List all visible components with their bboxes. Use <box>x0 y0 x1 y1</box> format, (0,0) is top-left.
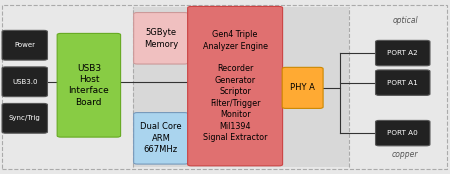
FancyBboxPatch shape <box>376 120 430 146</box>
Text: PHY A: PHY A <box>290 83 315 92</box>
Text: Power: Power <box>14 42 35 48</box>
Text: USB3.0: USB3.0 <box>12 79 37 85</box>
FancyBboxPatch shape <box>282 67 323 108</box>
FancyBboxPatch shape <box>2 67 48 97</box>
Bar <box>133 7 349 167</box>
FancyBboxPatch shape <box>134 13 188 64</box>
FancyBboxPatch shape <box>188 6 283 166</box>
Text: USB3
Host
Interface
Board: USB3 Host Interface Board <box>68 64 109 107</box>
FancyBboxPatch shape <box>2 30 48 60</box>
Text: Sync/Trig: Sync/Trig <box>9 115 40 121</box>
FancyBboxPatch shape <box>2 5 447 169</box>
FancyBboxPatch shape <box>2 103 48 133</box>
Text: optical: optical <box>392 16 418 25</box>
FancyBboxPatch shape <box>376 40 430 66</box>
FancyBboxPatch shape <box>134 113 188 164</box>
Text: 5GByte
Memory: 5GByte Memory <box>144 28 178 49</box>
Text: PORT A2: PORT A2 <box>387 50 418 56</box>
Text: copper: copper <box>392 150 418 159</box>
Text: PORT A1: PORT A1 <box>387 80 418 86</box>
Text: PORT A0: PORT A0 <box>387 130 418 136</box>
Text: Dual Core
ARM
667MHz: Dual Core ARM 667MHz <box>140 122 182 154</box>
FancyBboxPatch shape <box>376 70 430 95</box>
FancyBboxPatch shape <box>57 33 121 137</box>
Text: Gen4 Triple
Analyzer Engine

Recorder
Generator
Scriptor
Filter/Trigger
Monitor
: Gen4 Triple Analyzer Engine Recorder Gen… <box>202 30 268 142</box>
